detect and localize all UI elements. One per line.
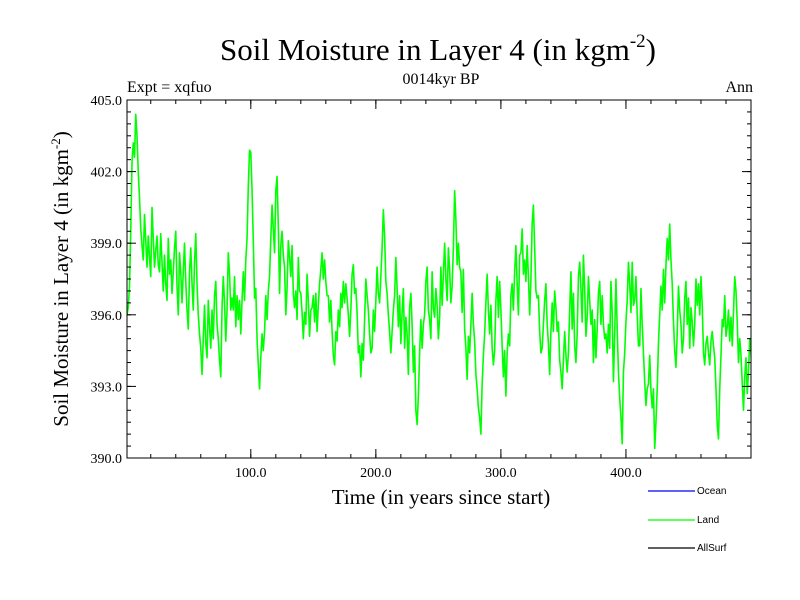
legend-label-allsurf: AllSurf [697, 543, 727, 554]
x-tick-label: 100.0 [235, 466, 267, 481]
plot-frame [126, 99, 752, 459]
legend-label-land: Land [697, 515, 719, 526]
y-tick-label: 396.0 [91, 309, 123, 324]
x-tick-label: 300.0 [485, 466, 517, 481]
y-tick-label: 393.0 [91, 380, 123, 395]
y-tick-label: 399.0 [91, 237, 123, 252]
y-tick-label: 390.0 [91, 452, 123, 467]
x-tick-label: 200.0 [360, 466, 392, 481]
y-tick-label: 405.0 [91, 94, 123, 109]
season-label: Ann [725, 79, 753, 96]
x-axis-label: Time (in years since start) [332, 485, 551, 509]
period-label: 0014kyr BP [403, 71, 480, 88]
y-tick-label: 402.0 [91, 166, 123, 181]
axis-ticks: 390.0 393.0 396.0 399.0 402.0 405.0 100.0 200.0… [91, 94, 752, 481]
chart-title: Soil Moisture in Layer 4 (in kgm-2) [220, 31, 656, 67]
x-tick-label: 400.0 [610, 466, 642, 481]
series-group [127, 113, 751, 450]
legend-label-ocean: Ocean [697, 486, 726, 497]
legend: Ocean Land AllSurf [648, 486, 727, 554]
y-axis-label: Soil Moisture in Layer 4 (in kgm-2) [48, 131, 73, 426]
series-line-land [127, 113, 751, 450]
experiment-label: Expt = xqfuo [127, 79, 212, 96]
